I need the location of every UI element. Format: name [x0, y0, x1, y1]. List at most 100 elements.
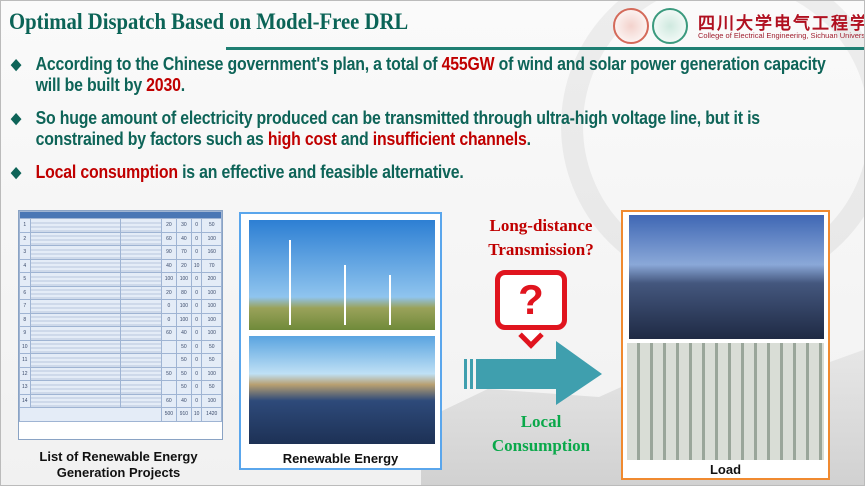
company	[120, 231, 162, 246]
row-index: 6	[19, 285, 31, 300]
local-line1: Local	[520, 412, 562, 431]
cell: 100	[201, 366, 222, 381]
long-distance-line1: Long-distance	[489, 216, 593, 235]
company	[120, 245, 162, 260]
text: of wind and solar power generation capac…	[35, 54, 826, 95]
cell	[160, 380, 177, 395]
renewable-caption: Renewable Energy	[282, 451, 399, 466]
total-cell: 910	[175, 407, 192, 422]
company	[120, 380, 162, 395]
cell: 90	[160, 245, 177, 260]
table-row: 5 100 100 0 200	[19, 272, 222, 287]
college-name-en: College of Electrical Engineering, Sichu…	[698, 31, 865, 40]
total-cell: 500	[160, 407, 177, 422]
diamond-bullet-icon: ◆	[11, 164, 21, 181]
table-row: 9 60 40 0 100	[19, 326, 222, 341]
row-index: 2	[19, 231, 31, 246]
load-caption: Load	[709, 462, 742, 477]
cell: 30	[175, 218, 192, 233]
highlight: Local consumption	[35, 162, 178, 182]
company	[120, 258, 162, 273]
row-index: 5	[19, 272, 31, 287]
cell: 50	[160, 366, 177, 381]
cell: 0	[160, 299, 177, 314]
text: According to the Chinese government's pl…	[35, 54, 442, 74]
renewable-energy-panel	[239, 212, 442, 470]
row-index: 8	[19, 312, 31, 327]
wind-turbines-photo	[249, 220, 435, 330]
table-row: 7 0 100 0 100	[19, 299, 222, 314]
company	[120, 353, 162, 368]
text: .	[526, 129, 531, 149]
cell: 60	[160, 231, 177, 246]
industrial-park-photo	[627, 343, 824, 460]
cell: 50	[175, 339, 192, 354]
diamond-bullet-icon: ◆	[11, 56, 21, 73]
cell	[160, 339, 177, 354]
table-row: 1 20 30 0 50	[19, 218, 222, 233]
bullet-text: According to the Chinese government's pl…	[36, 54, 843, 96]
project-name	[29, 285, 122, 300]
table-row: 10 50 0 50	[19, 339, 222, 354]
row-index: 1	[19, 218, 31, 233]
cell: 0	[190, 353, 203, 368]
company	[120, 299, 162, 314]
company	[120, 366, 162, 381]
company	[120, 272, 162, 287]
table-title-bar	[19, 211, 222, 219]
question-bubble-icon: ?	[495, 270, 567, 330]
cell: 50	[175, 353, 192, 368]
project-name	[29, 218, 122, 233]
title-rule	[226, 47, 864, 50]
company	[120, 326, 162, 341]
text: .	[180, 75, 185, 95]
solar-farm-photo	[249, 336, 435, 444]
cell: 70	[201, 258, 222, 273]
row-index: 4	[19, 258, 31, 273]
highlight: high cost	[267, 129, 337, 149]
cell: 0	[190, 380, 203, 395]
project-name	[29, 380, 122, 395]
cell: 0	[190, 312, 203, 327]
university-seal-logo	[613, 8, 649, 44]
college-seal-logo	[652, 8, 688, 44]
project-name	[29, 299, 122, 314]
cell	[160, 353, 177, 368]
project-name	[29, 353, 122, 368]
table-row: 4 40 20 10 70	[19, 258, 222, 273]
highlight: 2030	[146, 75, 181, 95]
cell: 100	[201, 231, 222, 246]
cell: 0	[190, 366, 203, 381]
cell: 0	[190, 339, 203, 354]
row-index: 3	[19, 245, 31, 260]
project-name	[29, 326, 122, 341]
cell: 60	[160, 326, 177, 341]
row-index: 14	[19, 393, 31, 408]
company	[120, 218, 162, 233]
project-name	[29, 339, 122, 354]
table-total-row: 500 910 10 1420	[19, 407, 222, 422]
row-index: 13	[19, 380, 31, 395]
cell: 0	[190, 285, 203, 300]
cell: 70	[175, 245, 192, 260]
cell: 100	[201, 312, 222, 327]
bullet-text: Local consumption is an effective and fe…	[36, 162, 843, 183]
project-name	[29, 272, 122, 287]
table-row: 8 0 100 0 100	[19, 312, 222, 327]
load-panel: Load	[621, 210, 830, 480]
row-index: 7	[19, 299, 31, 314]
cell: 20	[160, 285, 177, 300]
cell: 0	[190, 218, 203, 233]
project-name	[29, 366, 122, 381]
table-row: 2 60 40 0 100	[19, 231, 222, 246]
text: is an effective and feasible alternative…	[177, 162, 464, 182]
table-row: 13 50 0 50	[19, 380, 222, 395]
cell: 40	[160, 258, 177, 273]
total-cell: 10	[190, 407, 203, 422]
cell: 0	[190, 299, 203, 314]
arrow-right-icon	[464, 341, 602, 405]
city-skyline-photo	[629, 215, 824, 339]
cell: 0	[190, 326, 203, 341]
cell: 0	[190, 393, 203, 408]
